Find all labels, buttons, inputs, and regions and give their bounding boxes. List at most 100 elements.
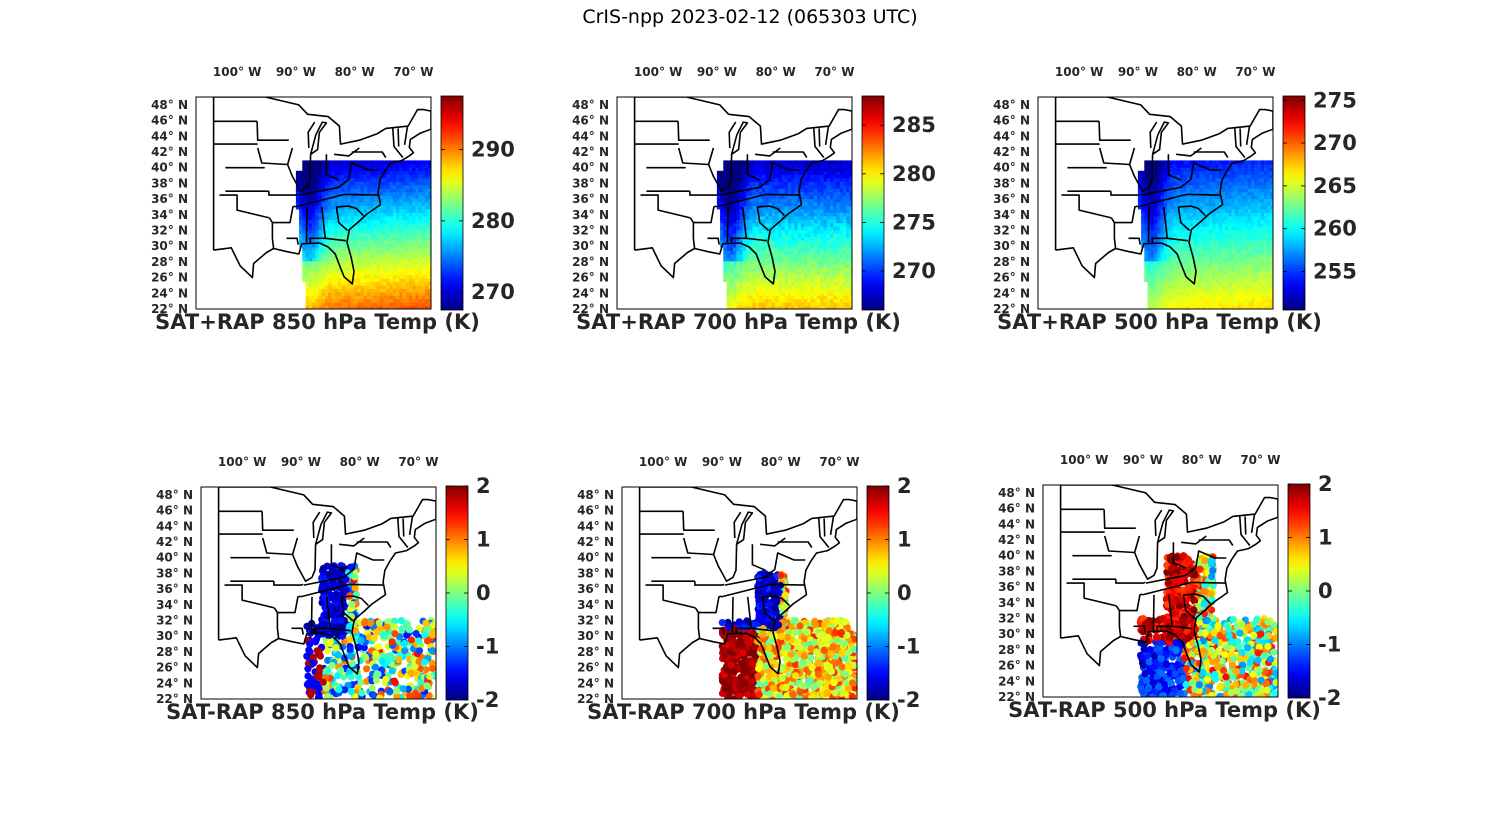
data-cell: [1221, 281, 1226, 286]
data-cell: [1144, 222, 1149, 227]
data-cell: [788, 222, 792, 227]
data-cell: [1202, 288, 1207, 293]
data-cell: [775, 181, 779, 186]
data-cell: [1221, 233, 1226, 238]
data-cell: [418, 302, 423, 307]
data-cell: [813, 239, 818, 244]
data-cell: [733, 233, 737, 238]
data-cell: [418, 250, 423, 255]
data-cell: [768, 198, 773, 203]
data-cell: [357, 160, 362, 165]
data-cell: [383, 163, 387, 168]
data-cell: [405, 195, 410, 200]
map-plot: 48° N46° N44° N42° N40° N38° N36° N34° N…: [993, 65, 1357, 316]
data-cell: [733, 250, 737, 255]
data-cell: [830, 271, 834, 276]
data-cell: [1163, 208, 1168, 213]
data-cell: [360, 260, 365, 265]
data-cell: [739, 271, 744, 276]
data-cell: [736, 302, 741, 307]
data-cell: [370, 243, 374, 248]
data-cell: [1186, 243, 1191, 248]
data-cell: [321, 229, 326, 234]
data-cell: [1225, 271, 1229, 276]
data-cell: [354, 288, 358, 293]
data-cell: [842, 257, 847, 262]
data-cell: [350, 167, 355, 172]
data-cell: [836, 236, 841, 241]
data-cell: [807, 236, 812, 241]
data-cell: [1192, 271, 1197, 276]
data-cell: [836, 246, 841, 251]
data-cell: [1157, 257, 1162, 262]
boundary-line: [640, 194, 691, 219]
data-cell: [315, 222, 320, 227]
data-cell: [1167, 243, 1171, 248]
data-cell: [308, 229, 313, 234]
data-cell: [742, 291, 747, 296]
data-cell: [1270, 274, 1273, 279]
data-cell: [357, 253, 362, 258]
data-cell: [425, 163, 429, 168]
boundary-line: [298, 162, 380, 196]
data-cell: [729, 246, 734, 251]
data-cell: [1186, 195, 1191, 200]
data-cell: [318, 205, 323, 210]
data-cell: [775, 274, 779, 279]
data-cell: [295, 170, 300, 175]
data-cell: [331, 201, 336, 206]
data-cell: [1154, 201, 1158, 206]
data-cell: [830, 236, 834, 241]
data-cell: [402, 257, 407, 262]
data-cell: [1167, 205, 1171, 210]
data-cell: [1225, 229, 1229, 234]
data-cell: [412, 195, 416, 200]
data-cell: [739, 229, 744, 234]
data-cell: [778, 243, 783, 248]
data-cell: [1267, 257, 1271, 262]
data-cell: [784, 219, 789, 224]
data-cell: [1257, 239, 1262, 244]
data-cell: [749, 302, 753, 307]
data-cell: [807, 260, 812, 265]
data-cell: [376, 271, 381, 276]
data-cell: [425, 243, 429, 248]
data-cell: [800, 305, 805, 309]
data-cell: [1225, 298, 1229, 303]
data-cell: [299, 208, 303, 213]
data-cell: [765, 184, 770, 189]
data-cell: [1160, 205, 1165, 210]
data-cell: [357, 284, 362, 289]
data-cell: [1199, 295, 1204, 300]
data-cell: [308, 288, 313, 293]
data-cell: [1154, 305, 1158, 309]
data-cell: [1267, 267, 1271, 272]
boundary-line: [707, 237, 720, 245]
data-cell: [1183, 243, 1187, 248]
data-cell: [308, 184, 313, 189]
data-cell: [1218, 239, 1223, 244]
data-cell: [791, 205, 795, 210]
data-cell: [1183, 281, 1187, 286]
data-cell: [765, 160, 770, 165]
data-cell: [800, 257, 805, 262]
data-cell: [1183, 233, 1187, 238]
data-cell: [363, 163, 368, 168]
data-cell: [315, 198, 320, 203]
data-cell: [418, 257, 423, 262]
data-cell: [321, 302, 326, 307]
data-cell: [804, 215, 808, 220]
data-cell: [425, 195, 429, 200]
data-cell: [1228, 267, 1233, 272]
data-cell: [1176, 250, 1181, 255]
data-cell: [409, 253, 413, 258]
data-cell: [325, 184, 329, 189]
data-cell: [1157, 271, 1162, 276]
data-cell: [1179, 277, 1184, 282]
data-cell: [726, 181, 731, 186]
data-cell: [1238, 201, 1242, 206]
data-cell: [1215, 271, 1220, 276]
data-cell: [331, 257, 336, 262]
data-cell: [425, 302, 429, 307]
data-cell: [1209, 233, 1213, 238]
